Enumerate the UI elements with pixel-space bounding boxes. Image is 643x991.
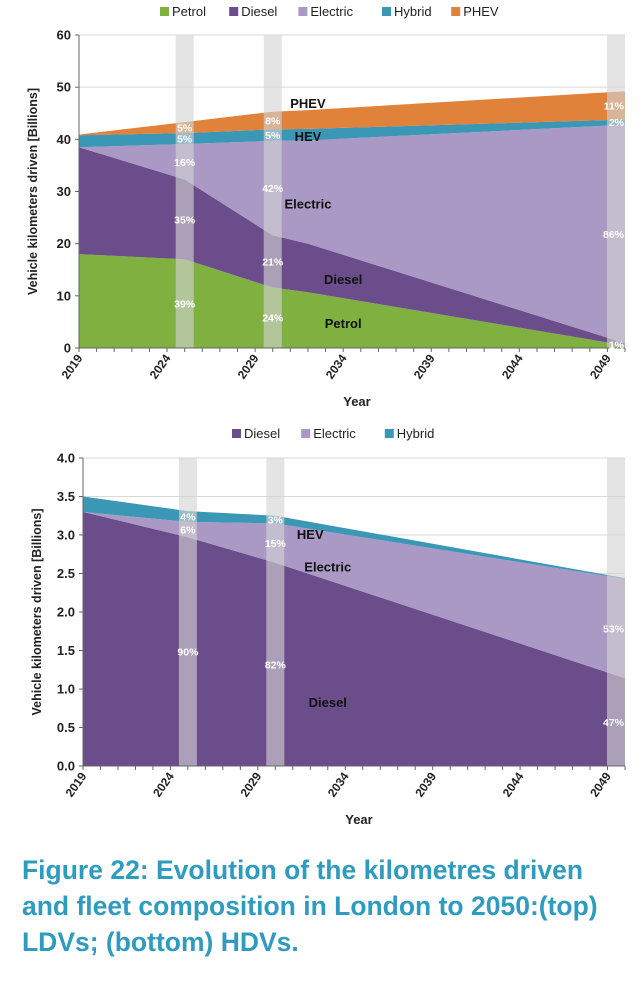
percent-label: 90% — [177, 647, 199, 659]
series-label-hev: HEV — [295, 129, 322, 144]
y-tick-label: 0.5 — [57, 720, 75, 735]
y-tick-label: 30 — [57, 184, 71, 199]
y-tick-label: 50 — [57, 80, 71, 95]
highlight-band-2050 — [607, 35, 625, 348]
legend-swatch-phev — [451, 7, 461, 16]
y-tick-label: 1.5 — [57, 643, 75, 658]
percent-label: 16% — [174, 157, 196, 169]
percent-label: 2% — [609, 117, 625, 129]
y-tick-label: 40 — [57, 132, 71, 147]
x-tick-label: 2049 — [587, 769, 614, 799]
legend-swatch-hybrid — [384, 429, 394, 438]
figure-caption: Figure 22: Evolution of the kilometres d… — [22, 855, 598, 957]
area-petrol — [79, 254, 625, 348]
y-tick-label: 2.0 — [57, 605, 75, 620]
x-tick-label: 2024 — [147, 351, 174, 381]
percent-label: 53% — [603, 624, 625, 636]
percent-label: 5% — [177, 134, 193, 146]
series-label-hev: HEV — [297, 527, 324, 542]
y-tick-label: 0.0 — [57, 759, 75, 774]
highlight-band-2050 — [607, 458, 625, 766]
legend-swatch-diesel — [229, 7, 239, 16]
percent-label: 39% — [174, 299, 196, 311]
area-electric — [83, 511, 625, 679]
x-tick-label: 2044 — [500, 769, 527, 799]
x-tick-label: 2044 — [499, 351, 526, 381]
percent-label: 35% — [174, 214, 196, 226]
x-tick-label: 2019 — [59, 351, 86, 381]
legend-label-hybrid: Hybrid — [397, 426, 435, 441]
percent-label: 21% — [262, 256, 284, 268]
legend-label-petrol: Petrol — [172, 4, 206, 19]
legend-label-electric: Electric — [310, 4, 353, 19]
percent-label: 3% — [268, 515, 284, 527]
legend-label-diesel: Diesel — [241, 4, 277, 19]
y-axis-title: Vehicle kilometers driven [Billions] — [26, 88, 40, 295]
percent-label: 42% — [262, 183, 284, 195]
percent-label: 5% — [265, 130, 281, 142]
x-axis-title: Year — [345, 812, 372, 827]
legend-swatch-hybrid — [382, 7, 391, 16]
y-tick-label: 20 — [57, 236, 71, 251]
series-label-diesel: Diesel — [324, 272, 362, 287]
x-tick-label: 2034 — [325, 769, 352, 799]
area-electric — [79, 124, 625, 344]
y-tick-label: 4.0 — [57, 451, 75, 466]
legend-swatch-diesel — [232, 429, 241, 438]
highlight-band-2025 — [175, 35, 194, 348]
percent-label: 4% — [180, 512, 196, 524]
y-axis-title: Vehicle kilometers driven [Billions] — [30, 508, 44, 715]
area-hybrid — [83, 496, 625, 579]
highlight-band-2030 — [266, 458, 285, 766]
legend-label-diesel: Diesel — [244, 426, 280, 441]
percent-label: 15% — [265, 538, 287, 550]
y-tick-label: 2.5 — [57, 566, 75, 581]
series-label-phev: PHEV — [290, 96, 326, 111]
highlight-band-2030 — [263, 35, 282, 348]
x-tick-label: 2019 — [63, 769, 90, 799]
y-tick-label: 3.5 — [57, 489, 75, 504]
series-label-electric: Electric — [304, 559, 351, 574]
highlight-band-2025 — [178, 458, 197, 766]
percent-label: 8% — [265, 116, 281, 128]
legend-swatch-electric — [301, 429, 311, 438]
percent-label: 86% — [603, 229, 625, 241]
legend-swatch-electric — [298, 7, 308, 16]
legend-swatch-petrol — [160, 7, 169, 16]
percent-label: 6% — [180, 525, 196, 537]
series-label-petrol: Petrol — [325, 316, 362, 331]
legend-label-hybrid: Hybrid — [394, 4, 432, 19]
percent-label: 24% — [262, 313, 284, 325]
y-tick-label: 3.0 — [57, 528, 75, 543]
y-tick-label: 60 — [57, 28, 71, 43]
x-tick-label: 2039 — [411, 351, 438, 381]
hdv-area-chart: Diesel Electric Hybrid 0.0 0.5 1.0 1.5 2.0 2.5 3.… — [30, 426, 626, 827]
area-phev — [79, 91, 625, 136]
percent-label: 82% — [265, 659, 287, 671]
x-tick-label: 2039 — [412, 769, 439, 799]
x-tick-label: 2029 — [238, 769, 265, 799]
x-tick-label: 2024 — [150, 769, 177, 799]
legend-label-electric: Electric — [313, 426, 356, 441]
series-label-electric: Electric — [284, 197, 331, 212]
y-tick-label: 0 — [64, 341, 71, 356]
x-tick-label: 2034 — [323, 351, 350, 381]
x-tick-label: 2029 — [235, 351, 262, 381]
percent-label: 1% — [609, 339, 625, 351]
percent-label: 5% — [177, 123, 193, 135]
x-axis-title: Year — [343, 394, 370, 409]
y-tick-label: 10 — [57, 288, 71, 303]
area-diesel — [83, 511, 625, 766]
y-tick-label: 1.0 — [57, 682, 75, 697]
legend-label-phev: PHEV — [463, 4, 499, 19]
area-hybrid — [79, 119, 625, 148]
percent-label: 11% — [604, 100, 625, 112]
ldv-area-chart: Petrol Diesel Electric Hybrid PHEV 0 10 20 30 40 5… — [26, 4, 626, 409]
x-tick-label: 2049 — [587, 351, 614, 381]
percent-label: 47% — [603, 717, 625, 729]
series-label-diesel: Diesel — [309, 695, 347, 710]
